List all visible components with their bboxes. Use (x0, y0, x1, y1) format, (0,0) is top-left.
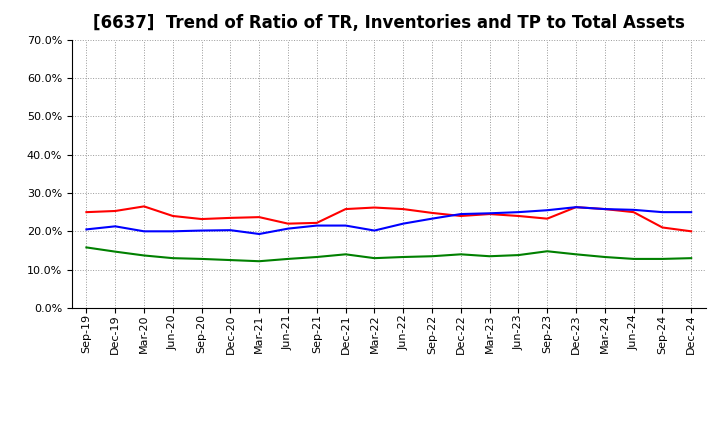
Line: Trade Payables: Trade Payables (86, 247, 691, 261)
Trade Receivables (312, 220, 321, 226)
Trade Receivables (255, 214, 264, 220)
Trade Payables (399, 254, 408, 260)
Inventories (485, 211, 494, 216)
Trade Payables (168, 256, 177, 261)
Trade Receivables (428, 210, 436, 216)
Trade Receivables (572, 205, 580, 210)
Trade Payables (629, 256, 638, 261)
Inventories (658, 209, 667, 215)
Trade Payables (111, 249, 120, 254)
Trade Payables (687, 256, 696, 261)
Trade Receivables (658, 225, 667, 230)
Trade Payables (485, 253, 494, 259)
Trade Payables (572, 252, 580, 257)
Trade Receivables (514, 213, 523, 219)
Trade Receivables (82, 209, 91, 215)
Inventories (572, 205, 580, 210)
Trade Payables (456, 252, 465, 257)
Inventories (312, 223, 321, 228)
Trade Receivables (226, 215, 235, 220)
Trade Payables (658, 256, 667, 261)
Line: Inventories: Inventories (86, 207, 691, 234)
Trade Receivables (456, 213, 465, 219)
Trade Payables (600, 254, 609, 260)
Trade Payables (226, 257, 235, 263)
Inventories (140, 229, 148, 234)
Inventories (399, 221, 408, 226)
Trade Receivables (197, 216, 206, 222)
Trade Payables (370, 256, 379, 261)
Trade Receivables (341, 206, 350, 212)
Title: [6637]  Trend of Ratio of TR, Inventories and TP to Total Assets: [6637] Trend of Ratio of TR, Inventories… (93, 15, 685, 33)
Inventories (600, 206, 609, 212)
Trade Payables (514, 253, 523, 258)
Trade Receivables (168, 213, 177, 219)
Inventories (111, 224, 120, 229)
Inventories (341, 223, 350, 228)
Inventories (197, 228, 206, 233)
Trade Receivables (399, 206, 408, 212)
Trade Receivables (140, 204, 148, 209)
Trade Receivables (370, 205, 379, 210)
Trade Receivables (284, 221, 292, 226)
Trade Receivables (485, 211, 494, 216)
Inventories (456, 211, 465, 216)
Inventories (82, 227, 91, 232)
Inventories (370, 228, 379, 233)
Inventories (168, 229, 177, 234)
Trade Payables (284, 256, 292, 261)
Trade Receivables (600, 206, 609, 212)
Trade Receivables (543, 216, 552, 221)
Trade Receivables (111, 209, 120, 214)
Inventories (687, 209, 696, 215)
Trade Receivables (687, 229, 696, 234)
Trade Payables (543, 249, 552, 254)
Inventories (255, 231, 264, 237)
Inventories (284, 226, 292, 231)
Trade Payables (428, 253, 436, 259)
Trade Payables (82, 245, 91, 250)
Trade Receivables (629, 209, 638, 215)
Inventories (514, 209, 523, 215)
Inventories (428, 216, 436, 221)
Trade Payables (255, 259, 264, 264)
Line: Trade Receivables: Trade Receivables (86, 206, 691, 231)
Trade Payables (197, 256, 206, 261)
Trade Payables (140, 253, 148, 258)
Inventories (543, 208, 552, 213)
Trade Payables (341, 252, 350, 257)
Inventories (226, 227, 235, 233)
Trade Payables (312, 254, 321, 260)
Inventories (629, 207, 638, 213)
